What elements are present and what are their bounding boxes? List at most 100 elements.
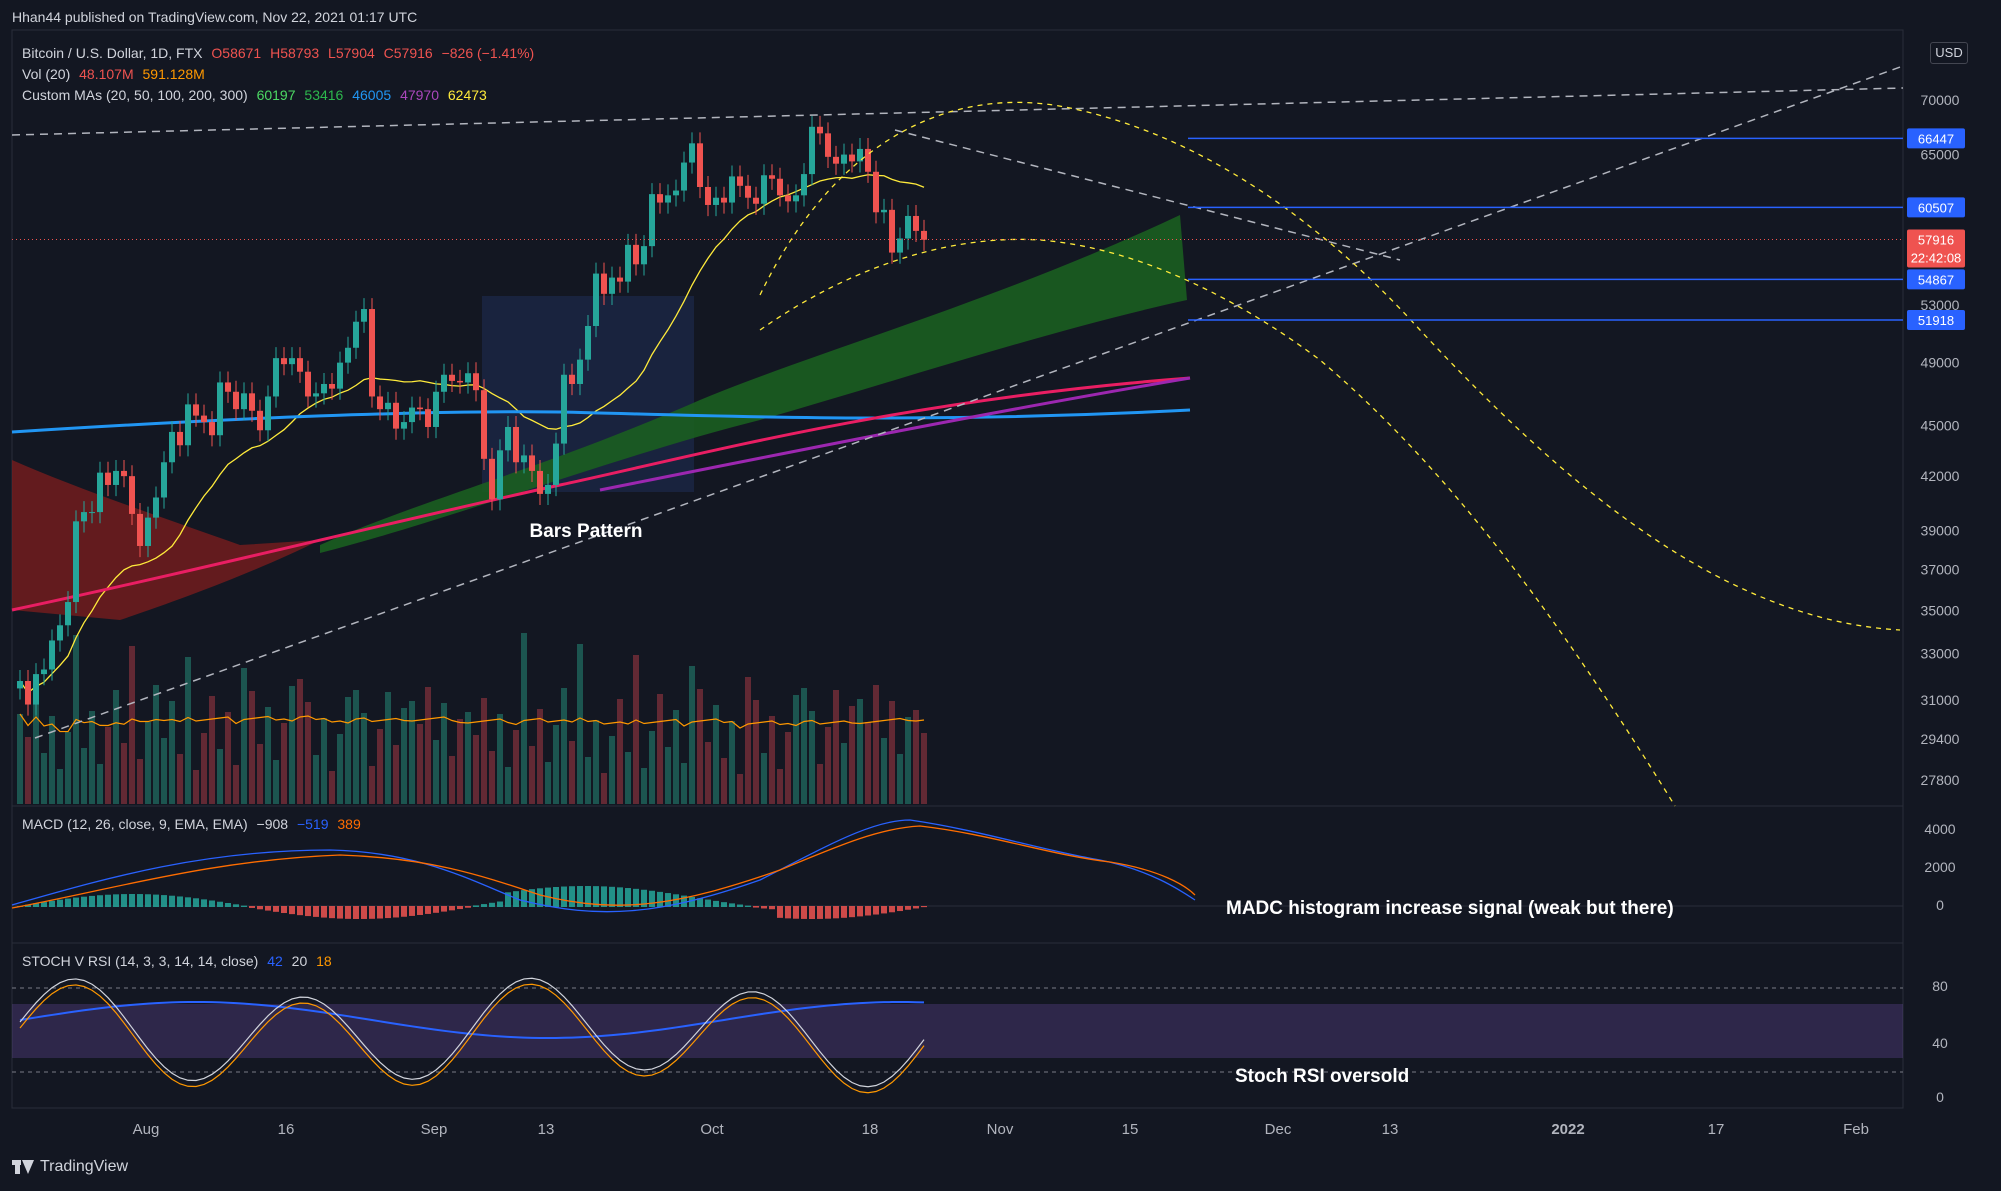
candle xyxy=(889,198,895,264)
macd-hist-bar xyxy=(425,906,431,914)
macd-hist-bar xyxy=(225,902,231,907)
volume-bar xyxy=(865,722,871,804)
volume-bar xyxy=(425,687,431,804)
stoch-value-3: 18 xyxy=(316,953,332,969)
volume-bar xyxy=(513,730,519,804)
candle-body xyxy=(177,431,183,446)
candle-body xyxy=(553,443,559,485)
stoch-legend: STOCH V RSI (14, 3, 3, 14, 14, close) 42… xyxy=(22,953,337,969)
time-tick-13: 13 xyxy=(538,1121,555,1138)
candle xyxy=(713,186,719,217)
ohlc-high: H58793 xyxy=(270,45,320,61)
candle-body xyxy=(585,325,591,360)
macd-hist-bar xyxy=(497,901,503,907)
volume-bar xyxy=(49,716,55,804)
candle xyxy=(193,393,199,427)
candle xyxy=(497,439,503,511)
candle xyxy=(177,420,183,457)
macd-hist-bar xyxy=(505,892,511,907)
macd-hist-bar xyxy=(657,891,663,907)
macd-hist-bar xyxy=(361,906,367,919)
candle xyxy=(865,137,871,183)
volume-bar xyxy=(121,743,127,804)
candle xyxy=(601,262,607,305)
macd-hist-bar xyxy=(473,905,479,907)
price-label-box-60507 xyxy=(1907,197,1965,218)
macd-line xyxy=(11,819,1196,913)
macd-hist-bar xyxy=(305,906,311,917)
macd-hist-bar xyxy=(377,906,383,919)
macd-hist-bar xyxy=(889,906,895,913)
volume-bar xyxy=(841,743,847,804)
candle xyxy=(217,371,223,447)
time-tick-Oct: Oct xyxy=(700,1121,724,1138)
candle-body xyxy=(817,126,823,134)
candle xyxy=(569,363,575,396)
candle-body xyxy=(809,126,815,175)
candle-body xyxy=(865,148,871,172)
price-label-box-51918 xyxy=(1907,310,1965,331)
candle xyxy=(161,451,167,509)
ma20-line xyxy=(19,174,925,694)
price-tick-42000: 42000 xyxy=(1921,468,1960,484)
macd-value-2: −519 xyxy=(296,816,329,832)
volume-bar xyxy=(25,737,31,804)
candle xyxy=(321,373,327,405)
currency-badge[interactable]: USD xyxy=(1930,42,1968,64)
volume-bar xyxy=(537,709,543,804)
candle-body xyxy=(89,512,95,514)
macd-hist-bar xyxy=(289,906,295,915)
macd-hist-bar xyxy=(649,890,655,907)
macd-hist-bar xyxy=(153,894,159,907)
candle-body xyxy=(241,393,247,410)
candle-body xyxy=(377,396,383,410)
volume-bar xyxy=(609,736,615,804)
candle xyxy=(841,143,847,175)
candle-body xyxy=(561,374,567,444)
candle xyxy=(97,461,103,524)
time-tick-18: 18 xyxy=(862,1121,879,1138)
macd-hist-bar xyxy=(921,906,927,908)
price-tick-53000: 53000 xyxy=(1921,297,1960,313)
footer-brand[interactable]: TradingView xyxy=(12,1158,128,1176)
macd-hist-bar xyxy=(537,888,543,907)
macd-hist-bar xyxy=(65,898,71,907)
candle xyxy=(89,501,95,524)
candle xyxy=(401,411,407,440)
volume-bar xyxy=(849,706,855,804)
volume-bar xyxy=(297,679,303,804)
candle-body xyxy=(729,176,735,203)
macd-hist-bar xyxy=(97,895,103,907)
candle xyxy=(897,227,903,264)
volume-bar xyxy=(785,732,791,804)
time-tick-Dec: Dec xyxy=(1265,1121,1292,1138)
candle-body xyxy=(609,277,615,294)
volume-bar xyxy=(281,723,287,804)
candle xyxy=(169,420,175,474)
volume-bar xyxy=(273,760,279,804)
macd-hist-bar xyxy=(145,894,151,907)
candle-body xyxy=(841,154,847,164)
volume-bar xyxy=(393,745,399,804)
candle-body xyxy=(393,402,399,429)
candle-body xyxy=(345,347,351,363)
volume-bar xyxy=(209,696,215,804)
candle-body xyxy=(97,472,103,513)
time-tick-2022: 2022 xyxy=(1551,1121,1584,1138)
candle-body xyxy=(233,391,239,410)
candle-body xyxy=(225,382,231,392)
price-tick-29400: 29400 xyxy=(1921,731,1960,747)
macd-hist-bar xyxy=(297,906,303,916)
candle-body xyxy=(889,209,895,253)
candle xyxy=(729,165,735,214)
macd-hist-bar xyxy=(705,899,711,907)
candle-body xyxy=(41,669,47,675)
macd-hist-bar xyxy=(793,906,799,919)
candle xyxy=(545,474,551,506)
candle xyxy=(289,347,295,376)
candle xyxy=(257,399,263,442)
candle-body xyxy=(73,521,79,603)
candle xyxy=(505,416,511,462)
stoch-value-2: 20 xyxy=(291,953,308,969)
